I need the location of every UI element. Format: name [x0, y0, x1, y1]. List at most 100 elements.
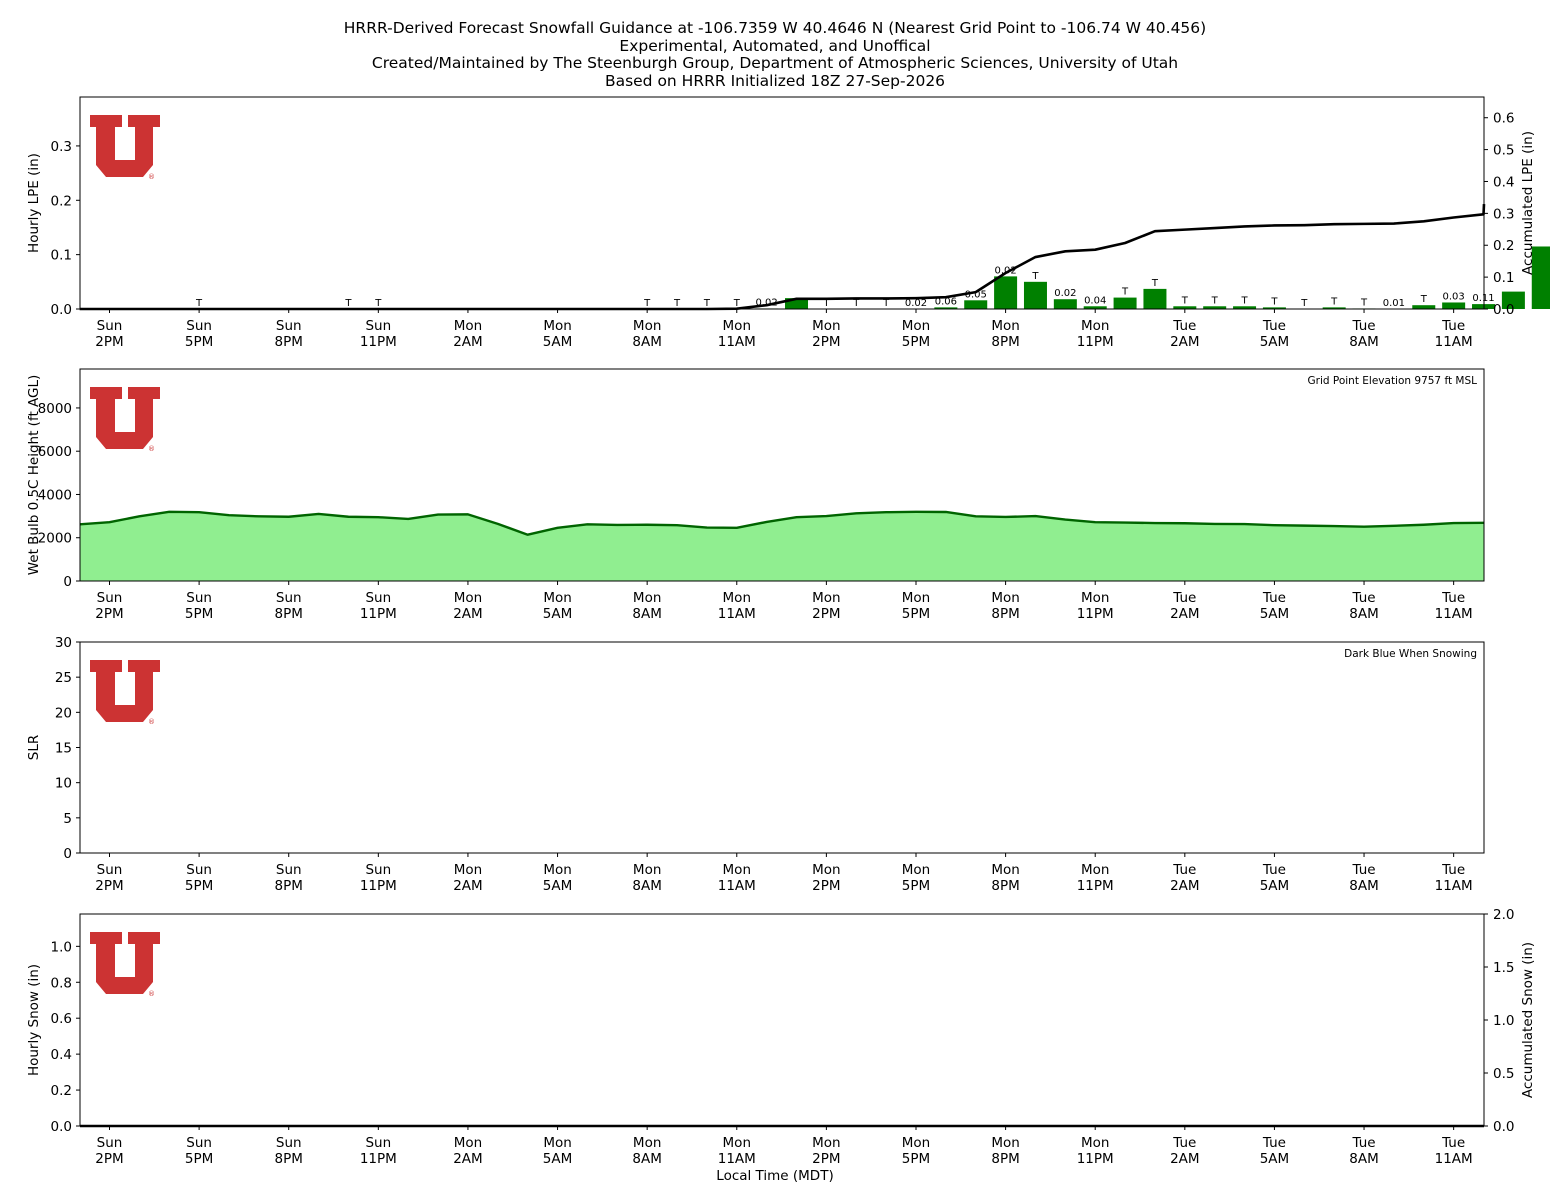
- lpe-bar-label: 0.02: [905, 298, 927, 309]
- lpe-bar: [1412, 305, 1436, 309]
- x-tick-day-label: Tue: [1172, 590, 1196, 606]
- y-axis-label: SLR: [26, 735, 42, 760]
- figure-title: HRRR-Derived Forecast Snowfall Guidance …: [0, 19, 1550, 90]
- title-line-1: HRRR-Derived Forecast Snowfall Guidance …: [343, 19, 1207, 37]
- x-tick-day-label: Mon: [812, 862, 840, 878]
- x-tick-day-label: Tue: [1441, 1135, 1465, 1151]
- x-tick-day-label: Mon: [454, 862, 482, 878]
- panel-frame-lpe: [79, 96, 1485, 310]
- x-tick-time-label: 8PM: [275, 878, 303, 894]
- lpe-bar-label: T: [673, 298, 681, 309]
- x-tick-day-label: Mon: [723, 318, 751, 334]
- x-tick-day-label: Sun: [186, 590, 212, 606]
- x-tick-time-label: 5AM: [1260, 334, 1289, 350]
- lpe-bar: [1322, 307, 1346, 309]
- x-tick-day-label: Tue: [1172, 862, 1196, 878]
- x-tick-time-label: 11AM: [1435, 334, 1473, 350]
- x-tick-time-label: 11AM: [718, 606, 756, 622]
- logo-registered-mark: ®: [148, 445, 155, 453]
- x-tick-time-label: 8AM: [632, 878, 661, 894]
- university-of-utah-u-logo: ®: [90, 115, 160, 181]
- x-tick-day-label: Sun: [365, 1135, 391, 1151]
- x-tick-day-label: Mon: [543, 1135, 571, 1151]
- y-tick-label: 5: [63, 811, 72, 827]
- university-of-utah-u-logo: ®: [90, 660, 160, 726]
- x-tick-time-label: 5PM: [902, 878, 930, 894]
- x-tick-time-label: 2PM: [95, 606, 123, 622]
- x-tick-time-label: 2AM: [453, 878, 482, 894]
- lpe-bar-label: T: [822, 298, 830, 309]
- lpe-bar: [1113, 297, 1137, 309]
- x-tick-time-label: 11AM: [1435, 606, 1473, 622]
- logo-registered-mark: ®: [148, 990, 155, 998]
- x-tick-day-label: Sun: [276, 862, 302, 878]
- x-tick-time-label: 2AM: [453, 334, 482, 350]
- x-tick-time-label: 8AM: [1349, 334, 1378, 350]
- x-tick-day-label: Mon: [454, 590, 482, 606]
- x-tick-day-label: Mon: [633, 1135, 661, 1151]
- x-tick-time-label: 2AM: [453, 606, 482, 622]
- x-tick-day-label: Mon: [902, 590, 930, 606]
- y-tick-label: 0.0: [51, 1119, 72, 1135]
- lpe-bar-label: T: [1211, 295, 1219, 306]
- x-tick-day-label: Sun: [186, 318, 212, 334]
- y-tick-label: 4000: [38, 487, 72, 503]
- x-tick-time-label: 5AM: [543, 606, 572, 622]
- y2-axis-label: Accumulated Snow (in): [1520, 942, 1536, 1098]
- x-tick-time-label: 11PM: [1077, 878, 1114, 894]
- y-tick-label: 0.8: [51, 975, 72, 991]
- x-tick-time-label: 5PM: [902, 1151, 930, 1167]
- x-tick-time-label: 2PM: [95, 878, 123, 894]
- y2-tick-label: 0.5: [1493, 143, 1514, 159]
- x-tick-day-label: Sun: [186, 862, 212, 878]
- x-tick-time-label: 2PM: [95, 1151, 123, 1167]
- x-tick-time-label: 11AM: [1435, 878, 1473, 894]
- lpe-bar: [785, 298, 809, 309]
- x-tick-day-label: Mon: [812, 590, 840, 606]
- x-tick-day-label: Tue: [1352, 862, 1376, 878]
- y-axis-label: Hourly Snow (in): [26, 964, 42, 1076]
- x-tick-time-label: 8PM: [275, 606, 303, 622]
- x-tick-time-label: 5AM: [543, 878, 572, 894]
- y-tick-label: 0.0: [51, 302, 72, 318]
- x-tick-time-label: 11PM: [360, 878, 397, 894]
- x-tick-day-label: Mon: [543, 590, 571, 606]
- y-tick-label: 10: [55, 776, 72, 792]
- x-tick-time-label: 8PM: [991, 606, 1019, 622]
- lpe-bar-label: T: [703, 298, 711, 309]
- lpe-bar-label: T: [1420, 294, 1428, 305]
- x-tick-time-label: 11AM: [718, 334, 756, 350]
- x-tick-time-label: 5AM: [1260, 878, 1289, 894]
- x-tick-time-label: 5AM: [1260, 606, 1289, 622]
- x-tick-day-label: Mon: [723, 862, 751, 878]
- lpe-bar: [934, 307, 958, 309]
- title-line-2: Experimental, Automated, and Unoffical: [619, 36, 931, 55]
- x-tick-day-label: Mon: [633, 862, 661, 878]
- x-tick-day-label: Sun: [186, 1135, 212, 1151]
- x-tick-time-label: 8AM: [632, 606, 661, 622]
- x-tick-time-label: 5AM: [543, 1151, 572, 1167]
- lpe-bar-label: T: [733, 298, 741, 309]
- lpe-bar-label: T: [643, 298, 651, 309]
- x-tick-time-label: 11PM: [360, 606, 397, 622]
- lpe-bar-label: 0.03: [1443, 291, 1465, 302]
- x-tick-time-label: 2PM: [95, 334, 123, 350]
- lpe-bar-label: 0.01: [1383, 298, 1405, 309]
- x-tick-day-label: Mon: [991, 590, 1019, 606]
- x-tick-time-label: 8PM: [991, 878, 1019, 894]
- x-tick-time-label: 8AM: [632, 334, 661, 350]
- university-of-utah-u-logo: ®: [90, 932, 160, 998]
- x-tick-time-label: 8PM: [991, 334, 1019, 350]
- x-tick-time-label: 11PM: [360, 1151, 397, 1167]
- y2-tick-label: 0.5: [1493, 1066, 1514, 1082]
- y-axis-label: Wet Bulb 0.5C Height (ft AGL): [26, 375, 42, 576]
- x-tick-day-label: Tue: [1441, 590, 1465, 606]
- x-tick-day-label: Tue: [1352, 1135, 1376, 1151]
- x-tick-time-label: 2AM: [1170, 1151, 1199, 1167]
- y-tick-label: 0.2: [51, 193, 72, 209]
- title-line-3: Created/Maintained by The Steenburgh Gro…: [371, 54, 1179, 72]
- grid-elevation-annotation: Grid Point Elevation 9757 ft MSL: [1308, 375, 1478, 387]
- x-tick-day-label: Mon: [633, 590, 661, 606]
- lpe-bar-label: T: [852, 298, 860, 309]
- x-tick-time-label: 5AM: [1260, 1151, 1289, 1167]
